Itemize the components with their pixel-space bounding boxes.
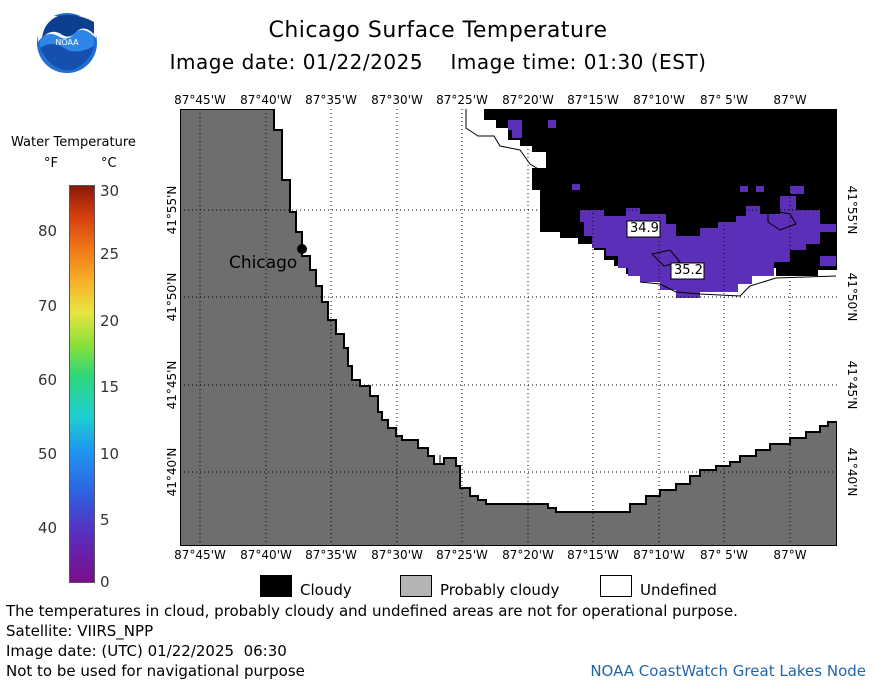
utc-date: Image date: (UTC) 01/22/2025 06:30	[6, 642, 287, 660]
isotherm	[767, 209, 797, 231]
image-datetime: Image date: 01/22/2025 Image time: 01:30…	[0, 50, 876, 74]
image-time-label: Image time: 01:30 (EST)	[450, 50, 707, 74]
chicago-marker	[297, 244, 307, 254]
lon-label-bottom: 87°45'W	[174, 548, 226, 562]
cloudy-label: Cloudy	[300, 581, 352, 599]
disclaimer: The temperatures in cloud, probably clou…	[6, 602, 738, 620]
lon-label-top: 87°40'W	[240, 93, 292, 107]
f-tick: 60	[38, 371, 58, 389]
lon-label-top: 87°W	[773, 93, 807, 107]
lon-label-bottom: 87°10'W	[633, 548, 685, 562]
lon-label-top: 87°25'W	[436, 93, 488, 107]
shoreline	[465, 109, 541, 176]
lon-label-top: 87° 5'W	[700, 93, 748, 107]
c-tick: 10	[100, 445, 120, 463]
probably-cloudy-swatch	[400, 575, 432, 597]
lon-label-bottom: 87°40'W	[240, 548, 292, 562]
land-west	[180, 109, 837, 546]
unit-celsius: °C	[101, 156, 117, 171]
temp-label-box	[626, 220, 661, 238]
c-tick: 25	[100, 245, 120, 263]
lon-label-top: 87°15'W	[567, 93, 619, 107]
lon-label-bottom: 87°15'W	[567, 548, 619, 562]
c-tick: 5	[100, 511, 110, 529]
lon-label-bottom: 87°30'W	[371, 548, 423, 562]
lat-label-right: 41°45'N	[845, 360, 859, 410]
lon-label-bottom: 87°W	[773, 548, 807, 562]
nav-warning: Not to be used for navigational purpose	[6, 662, 305, 680]
isotherm	[651, 249, 681, 267]
lat-label-left: 41°40'N	[165, 447, 179, 497]
cloudy-swatch	[260, 575, 292, 597]
water-pixel	[820, 256, 836, 266]
lat-label-left: 41°55'N	[165, 185, 179, 235]
undefined-swatch	[600, 575, 632, 597]
lon-label-top: 87°10'W	[633, 93, 685, 107]
c-tick: 0	[100, 573, 110, 591]
image-date-label: Image date: 01/22/2025	[169, 50, 424, 74]
lon-label-bottom: 87°20'W	[502, 548, 554, 562]
lon-label-top: 87°20'W	[502, 93, 554, 107]
c-tick: 20	[100, 312, 120, 330]
water-pixel	[508, 120, 522, 138]
legend-title: Water Temperature	[11, 135, 136, 150]
water-pixel	[548, 120, 556, 128]
color-scale-bar	[69, 185, 95, 583]
satellite-info: Satellite: VIIRS_NPP	[6, 622, 154, 640]
lon-label-top: 87°35'W	[305, 93, 357, 107]
c-tick: 15	[100, 378, 120, 396]
unit-fahrenheit: °F	[44, 156, 58, 171]
noaa-logo: NOAA	[37, 13, 97, 73]
lat-label-right: 41°55'N	[845, 185, 859, 235]
page-title: Chicago Surface Temperature	[268, 18, 608, 43]
graticule	[180, 109, 837, 546]
f-tick: 40	[38, 519, 58, 537]
undefined-label: Undefined	[640, 581, 717, 599]
f-tick: 70	[38, 297, 58, 315]
lon-label-top: 87°45'W	[174, 93, 226, 107]
lon-label-bottom: 87°25'W	[436, 548, 488, 562]
probably-cloudy-label: Probably cloudy	[440, 581, 560, 599]
temp-label-box	[670, 262, 705, 280]
lon-label-top: 87°30'W	[371, 93, 423, 107]
lat-label-left: 41°50'N	[165, 272, 179, 322]
temp-label: 35.2	[674, 263, 703, 278]
shoreline	[639, 275, 837, 297]
temperature-map	[180, 109, 837, 546]
credit-link[interactable]: NOAA CoastWatch Great Lakes Node	[590, 662, 866, 680]
water-pixel	[790, 186, 804, 194]
svg-text:NOAA: NOAA	[55, 38, 79, 47]
c-tick: 30	[100, 182, 120, 200]
water-pixel	[572, 184, 580, 190]
water-pixel	[740, 186, 748, 192]
lon-label-bottom: 87° 5'W	[700, 548, 748, 562]
lon-label-bottom: 87°35'W	[305, 548, 357, 562]
lat-label-right: 41°50'N	[845, 272, 859, 322]
f-tick: 80	[38, 222, 58, 240]
city-label: Chicago	[229, 253, 298, 273]
f-tick: 50	[38, 445, 58, 463]
temp-label: 34.9	[630, 221, 659, 236]
water-pixel	[756, 186, 764, 192]
lat-label-left: 41°45'N	[165, 360, 179, 410]
lat-label-right: 41°40'N	[845, 447, 859, 497]
